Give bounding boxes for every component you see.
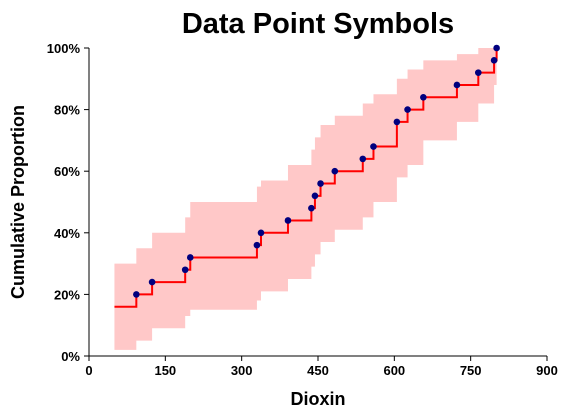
data-point	[257, 229, 265, 237]
plot-area: 0 150 300 450 600 750 900 0% 20% 40% 60% 80% 100%	[47, 41, 558, 378]
x-tick-label: 150	[154, 363, 176, 378]
data-point	[490, 57, 498, 64]
data-point	[317, 180, 324, 187]
data-point	[133, 291, 140, 298]
confidence-band	[114, 48, 497, 350]
data-point	[453, 81, 461, 89]
y-axis-label: Cumulative Proportion	[8, 105, 28, 299]
chart-title: Data Point Symbols	[182, 8, 454, 40]
data-point	[186, 254, 194, 261]
y-tick-label: 80%	[54, 103, 80, 118]
data-point	[370, 143, 377, 150]
data-point	[181, 266, 189, 274]
x-axis-label: Dioxin	[290, 389, 345, 408]
y-tick-label: 100%	[47, 41, 81, 56]
y-tick-label: 0%	[61, 349, 80, 364]
data-point	[420, 93, 427, 101]
x-tick-label: 0	[85, 363, 92, 378]
x-tick-label: 900	[536, 363, 558, 378]
x-tick-label: 300	[231, 363, 253, 378]
data-point	[284, 217, 292, 224]
data-point	[311, 192, 319, 200]
data-point	[308, 204, 315, 212]
data-point	[475, 69, 482, 76]
data-point	[393, 118, 401, 126]
data-point	[331, 167, 339, 175]
x-tick-label: 750	[460, 363, 482, 378]
data-point	[359, 155, 367, 163]
y-tick-label: 40%	[54, 226, 80, 241]
data-point	[404, 106, 411, 113]
data-point	[253, 241, 261, 249]
y-tick-label: 60%	[54, 164, 80, 179]
x-tick-label: 600	[383, 363, 405, 378]
data-point	[493, 44, 500, 52]
data-point	[148, 278, 156, 286]
x-tick-label: 450	[307, 363, 329, 378]
y-tick-label: 20%	[54, 287, 80, 302]
